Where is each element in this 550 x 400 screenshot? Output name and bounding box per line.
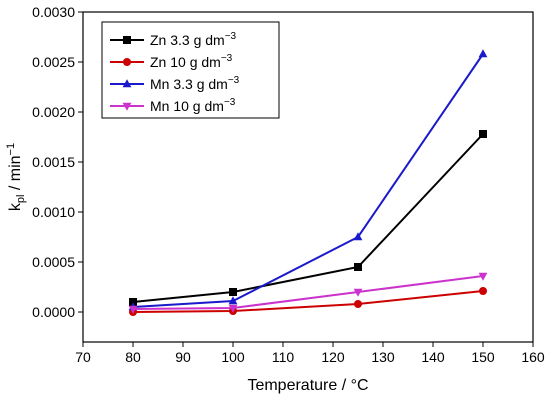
legend-entry: Zn 10 g dm−3 — [110, 53, 233, 70]
x-tick-label: 110 — [272, 349, 295, 365]
legend-label: Mn 3.3 g dm−3 — [150, 75, 240, 92]
plot-frame — [82, 11, 534, 343]
legend: Zn 3.3 g dm−3Zn 10 g dm−3Mn 3.3 g dm−3Mn… — [101, 21, 280, 119]
data-point — [479, 130, 487, 138]
y-axis: 0.0000 0.0005 0.0010 0.0015 0.0020 0.0025 0.00… — [32, 4, 83, 320]
y-tick-label: 0.0030 — [32, 4, 75, 20]
x-tick-label: 70 — [75, 349, 91, 365]
series-2 — [129, 287, 487, 316]
x-tick-label: 150 — [471, 349, 495, 365]
legend-swatch-marker — [123, 58, 131, 66]
legend-swatch-marker — [123, 36, 131, 44]
legend-label-superscript: −3 — [221, 53, 233, 64]
y-axis-title-subscript: pl — [15, 195, 27, 204]
y-tick-label: 0.0010 — [32, 204, 75, 220]
x-axis-title: Temperature / °C — [247, 377, 368, 394]
x-tick-label: 80 — [125, 349, 141, 365]
legend-label: Mn 10 g dm−3 — [150, 97, 236, 114]
y-axis-title: kpl / min−1 — [5, 143, 27, 211]
data-point — [354, 263, 362, 271]
data-point — [478, 49, 488, 58]
data-point — [228, 304, 238, 313]
legend-entry: Mn 3.3 g dm−3 — [110, 75, 240, 92]
y-axis-title-tail: / min — [7, 155, 24, 194]
data-point — [353, 288, 363, 297]
y-tick-label: 0.0025 — [32, 54, 75, 70]
series-line — [132, 133, 484, 303]
x-tick-label: 130 — [371, 349, 395, 365]
series-line — [132, 275, 484, 310]
y-tick-label: 0.0020 — [32, 104, 75, 120]
data-point — [129, 298, 137, 306]
legend-label: Zn 10 g dm−3 — [150, 53, 233, 70]
legend-entry: Zn 3.3 g dm−3 — [110, 31, 237, 48]
y-tick-label: 0.0015 — [32, 154, 75, 170]
x-tick-label: 120 — [321, 349, 345, 365]
x-tick-label: 100 — [221, 349, 245, 365]
data-point — [479, 287, 487, 295]
data-point — [228, 296, 238, 305]
series-1 — [129, 130, 487, 306]
legend-label-main: Mn 3.3 g dm — [150, 76, 228, 92]
series-line — [132, 53, 484, 308]
legend-label-main: Zn 3.3 g dm — [150, 32, 225, 48]
y-tick-label: 0.0000 — [32, 304, 75, 320]
legend-box — [101, 21, 280, 119]
series-line — [132, 290, 484, 313]
series-4 — [128, 272, 488, 314]
x-tick-label: 140 — [421, 349, 445, 365]
legend-entry: Mn 10 g dm−3 — [110, 97, 236, 114]
data-point — [354, 300, 362, 308]
y-tick-label: 0.0005 — [32, 254, 75, 270]
y-axis-title-main: k — [7, 202, 24, 211]
y-axis-title-superscript: −1 — [5, 143, 17, 156]
legend-label-superscript: −3 — [225, 31, 237, 42]
data-point — [478, 272, 488, 281]
data-point — [128, 305, 138, 314]
x-tick-label: 160 — [521, 349, 545, 365]
x-tick-label: 90 — [175, 349, 191, 365]
legend-swatch-marker — [122, 102, 132, 111]
legend-swatch-marker — [122, 79, 132, 88]
legend-label: Zn 3.3 g dm−3 — [150, 31, 237, 48]
data-point — [229, 288, 237, 296]
legend-label-main: Zn 10 g dm — [150, 54, 221, 70]
x-axis: 70 80 90 100 110 120 130 140 150 160 — [75, 342, 545, 365]
series-layer — [128, 49, 488, 316]
legend-label-main: Mn 10 g dm — [150, 98, 224, 114]
legend-label-superscript: −3 — [228, 75, 240, 86]
legend-label-superscript: −3 — [224, 97, 236, 108]
data-point — [353, 232, 363, 241]
